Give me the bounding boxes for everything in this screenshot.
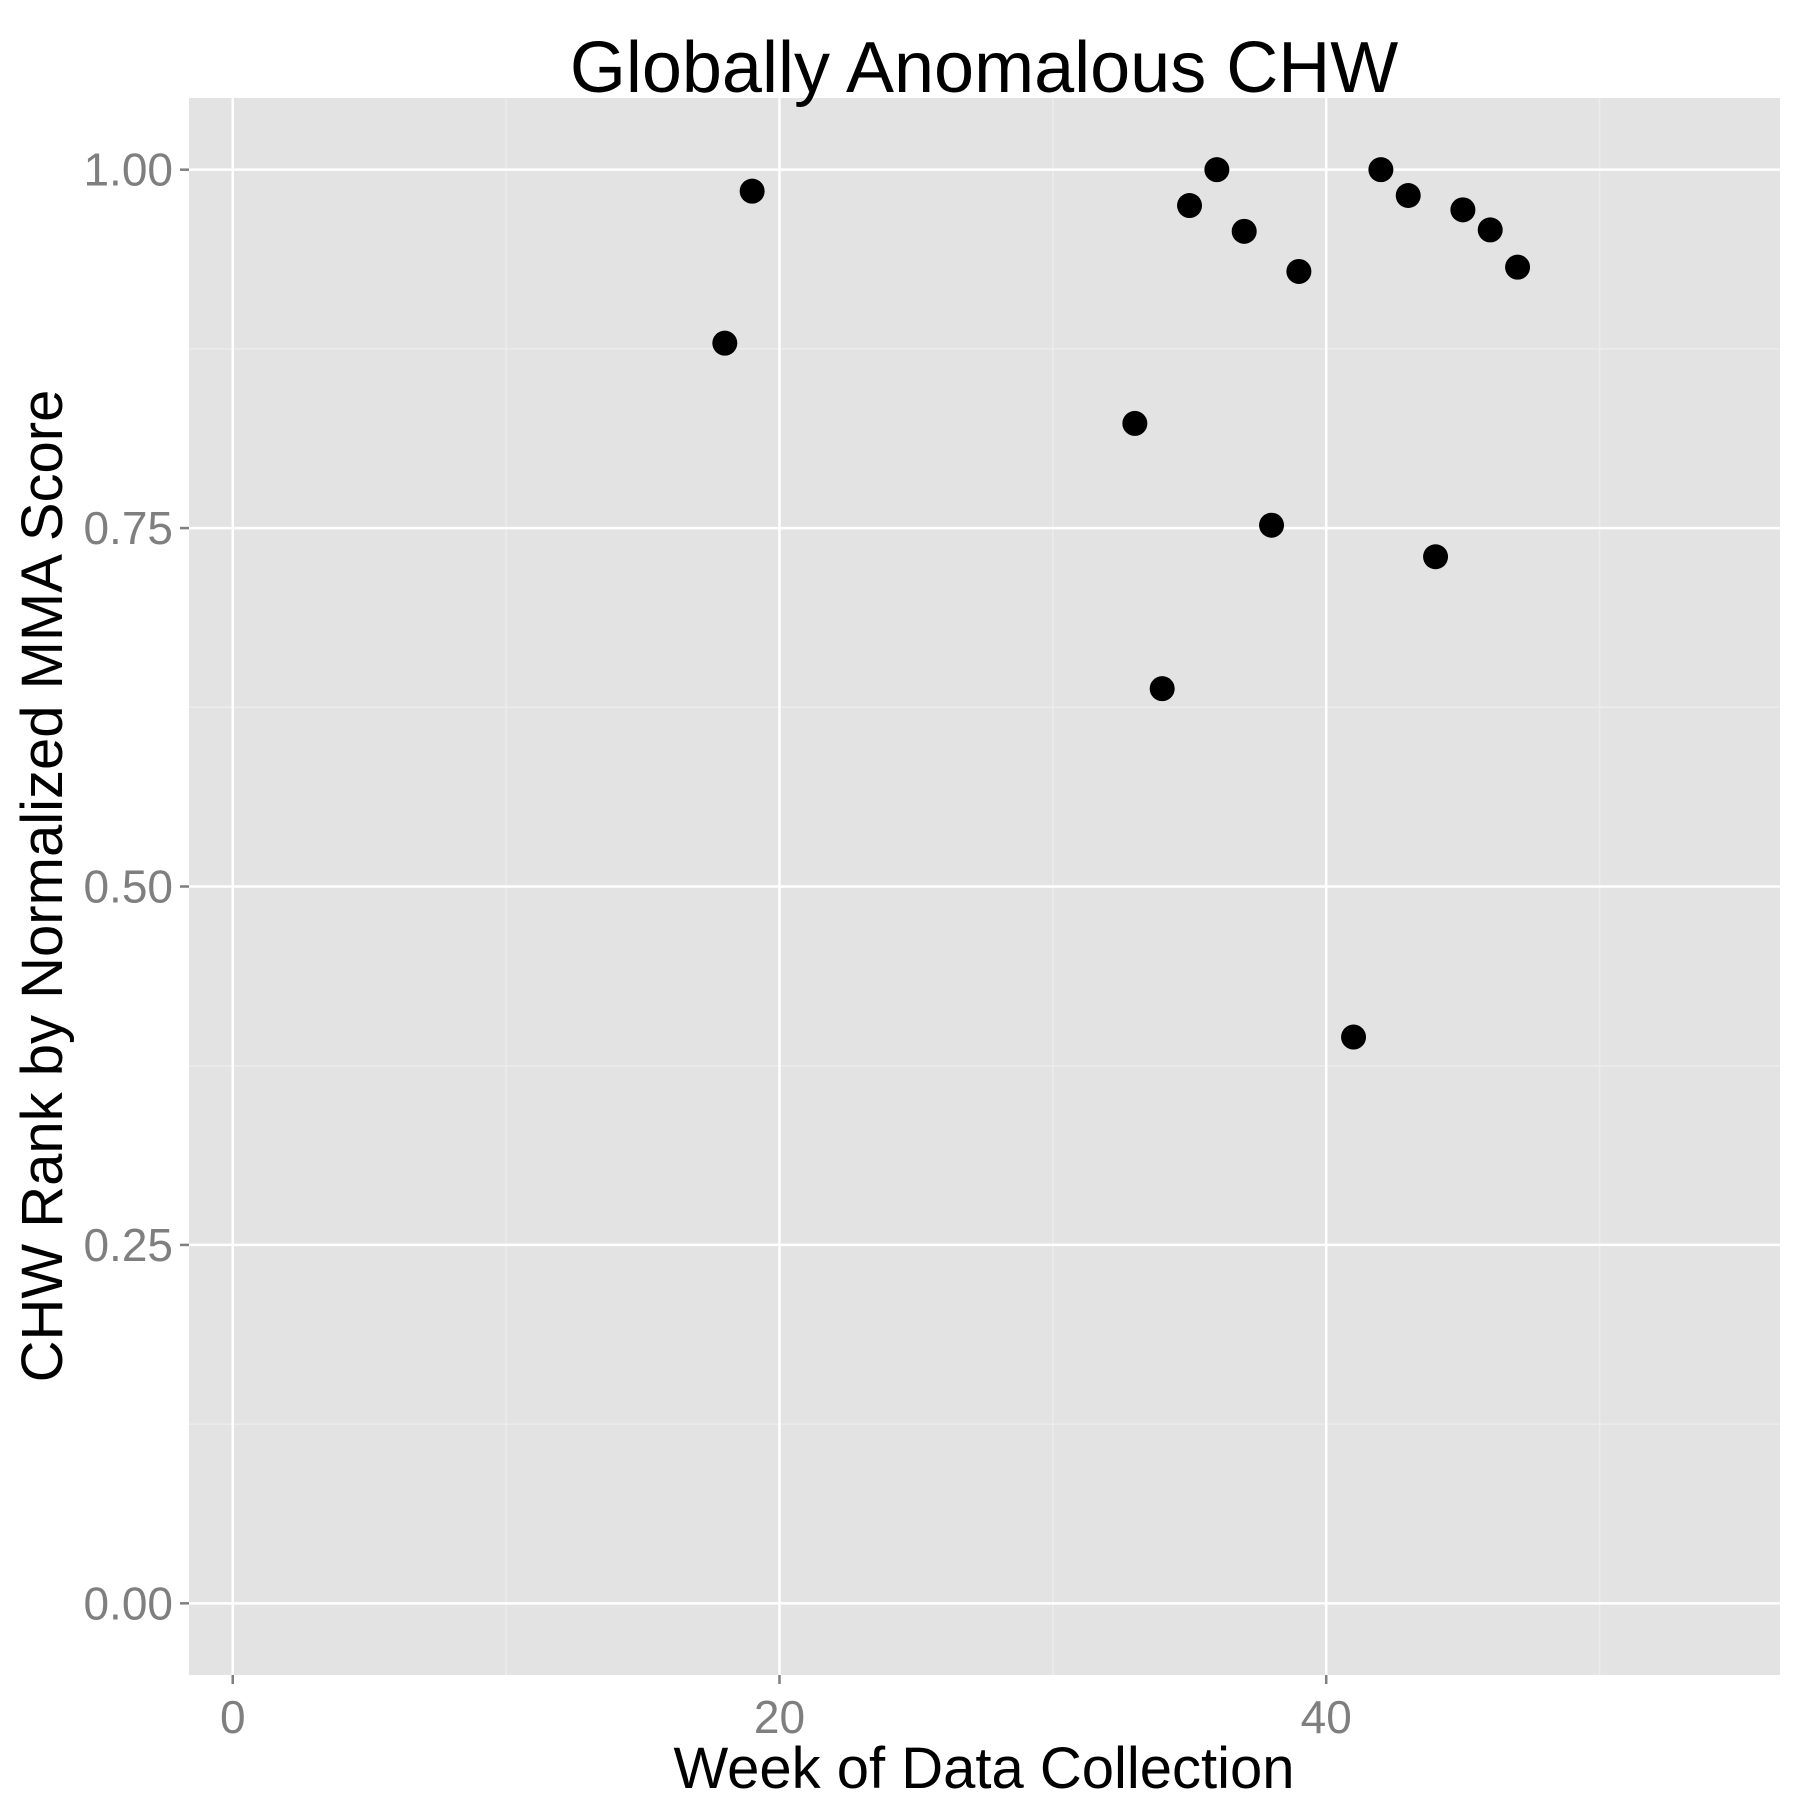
data-point [1231, 218, 1257, 244]
data-point [1423, 544, 1449, 570]
x-tick-label: 20 [754, 1691, 805, 1743]
data-point [1204, 157, 1230, 183]
data-point [1122, 410, 1148, 436]
y-tick-label: 1.00 [83, 144, 173, 196]
data-points [712, 157, 1531, 1050]
data-point [712, 330, 738, 356]
x-tick-label: 40 [1301, 1691, 1352, 1743]
y-tick-label: 0.00 [83, 1577, 173, 1629]
x-tick-label: 0 [220, 1691, 246, 1743]
y-tick-label: 0.25 [83, 1219, 173, 1271]
data-point [1395, 182, 1421, 208]
data-point [1368, 157, 1394, 183]
data-point [1286, 258, 1312, 284]
data-point [1341, 1024, 1367, 1050]
data-point [1149, 676, 1175, 702]
major-grid [189, 98, 1780, 1675]
y-tick-label: 0.75 [83, 502, 173, 554]
data-point [1505, 254, 1531, 280]
y-tick-label: 0.50 [83, 861, 173, 913]
x-axis-ticks: 0 20 40 [220, 1675, 1352, 1743]
data-point [739, 178, 765, 204]
chart-title: Globally Anomalous CHW [570, 28, 1398, 108]
y-axis-label: CHW Rank by Normalized MMA Score [10, 390, 75, 1383]
data-point [1450, 197, 1476, 223]
x-axis-label: Week of Data Collection [673, 1736, 1294, 1800]
y-axis-ticks: 0.00 0.25 0.50 0.75 1.00 [83, 144, 189, 1629]
data-point [1177, 193, 1203, 219]
data-point [1259, 512, 1285, 538]
data-point [1477, 217, 1503, 243]
